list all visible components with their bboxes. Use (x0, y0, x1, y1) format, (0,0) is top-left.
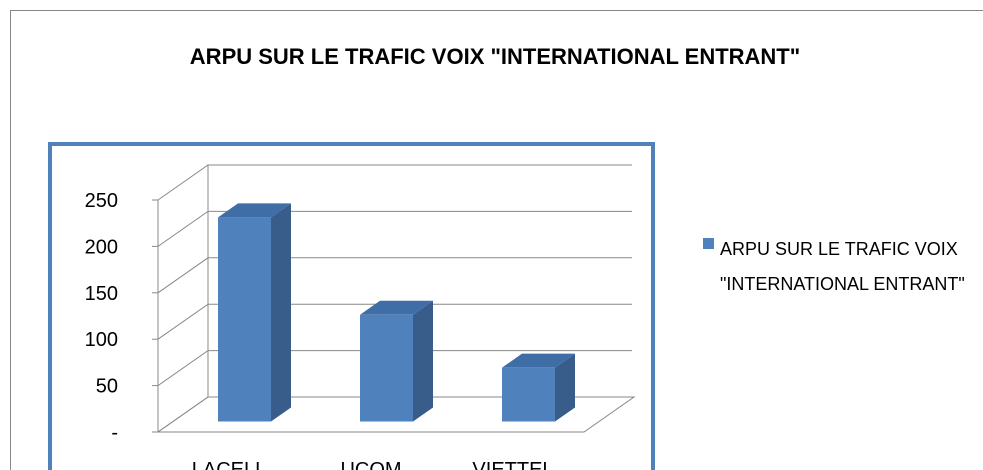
grid-line (157, 164, 632, 201)
grid-line (157, 350, 632, 387)
grid-line (157, 257, 632, 294)
y-tick-label: 100 (85, 329, 118, 351)
y-tick-label: 50 (96, 376, 118, 398)
grid-line (157, 303, 632, 340)
plot-frame (48, 142, 655, 470)
y-tick-label: 150 (85, 283, 118, 305)
y-tick-label: 200 (85, 236, 118, 258)
x-tick-label: UCOM (340, 459, 401, 470)
bar-top (502, 353, 575, 368)
bar-side (271, 203, 291, 422)
legend-swatch (703, 238, 714, 249)
grid-line (157, 396, 632, 433)
x-tick-label: VIETTEL (472, 459, 553, 470)
grid-line (157, 210, 632, 247)
chart-title: ARPU SUR LE TRAFIC VOIX "INTERNATIONAL E… (190, 44, 800, 69)
bar (360, 314, 413, 422)
bar-side (413, 300, 433, 422)
bar-top (360, 300, 433, 315)
bar-top (218, 203, 291, 218)
y-tick-label: 250 (85, 190, 118, 212)
y-tick-label: - (111, 422, 118, 444)
legend-label: ARPU SUR LE TRAFIC VOIX "INTERNATIONAL E… (720, 239, 965, 294)
bar (218, 217, 271, 422)
bar-side (555, 353, 575, 422)
bar (502, 367, 555, 422)
x-tick-label: LACELL (192, 459, 267, 470)
